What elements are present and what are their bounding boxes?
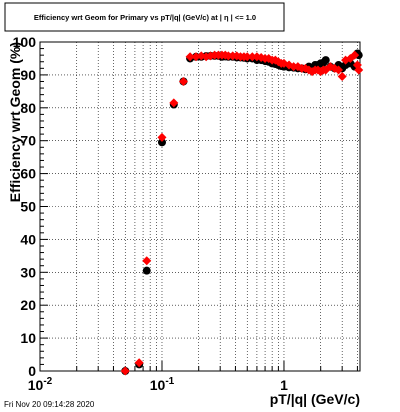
data-point-red <box>337 72 347 82</box>
data-point-red <box>279 58 289 68</box>
y-tick-label: 20 <box>20 297 36 313</box>
data-point-red <box>134 358 144 368</box>
data-point-black <box>157 138 166 147</box>
y-tick-label: 100 <box>13 34 37 50</box>
y-tick-label: 0 <box>28 363 36 379</box>
x-tick-labels: 10-2 10-1 1 <box>28 376 288 393</box>
data-point-red <box>185 52 195 62</box>
timestamp: Fri Nov 20 09:14:28 2020 <box>4 400 95 409</box>
y-tick-label: 60 <box>20 166 36 182</box>
data-point-black <box>142 266 151 275</box>
data-point-red <box>157 132 167 142</box>
data-point-red <box>247 52 257 62</box>
y-tick-label: 10 <box>20 330 36 346</box>
y-tick-label: 40 <box>20 231 36 247</box>
data-point-red <box>242 52 252 62</box>
x-tick-label: 10-2 <box>28 376 53 393</box>
data-point-red <box>178 76 188 86</box>
x-axis-title: pT/|q| (GeV/c) <box>270 391 360 407</box>
data-point-red <box>142 256 152 266</box>
y-tick-label: 30 <box>20 264 36 280</box>
y-tick-label: 70 <box>20 133 36 149</box>
chart-title-box: Efficiency wrt Geom for Primary vs pT/|q… <box>4 2 285 32</box>
data-points <box>120 49 364 376</box>
data-point-red <box>120 366 130 376</box>
grid-lines <box>40 42 360 371</box>
title-frame <box>4 2 285 32</box>
x-tick-label: 10-1 <box>150 376 175 393</box>
data-point-black <box>321 56 330 65</box>
x-tick-label: 1 <box>280 377 288 393</box>
y-tick-label: 80 <box>20 100 36 116</box>
data-point-red <box>334 65 344 75</box>
chart-title: Efficiency wrt Geom for Primary vs pT/|q… <box>34 13 256 22</box>
y-axis-title: Efficiency wrt Geom (%) <box>7 42 23 202</box>
data-point-red <box>354 65 364 75</box>
y-tick-label: 90 <box>20 67 36 83</box>
data-point-red <box>350 50 360 60</box>
y-tick-label: 50 <box>20 199 36 215</box>
data-point-red <box>169 98 179 108</box>
y-tick-labels: 0 10 20 30 40 50 60 70 80 90 100 <box>13 34 37 379</box>
